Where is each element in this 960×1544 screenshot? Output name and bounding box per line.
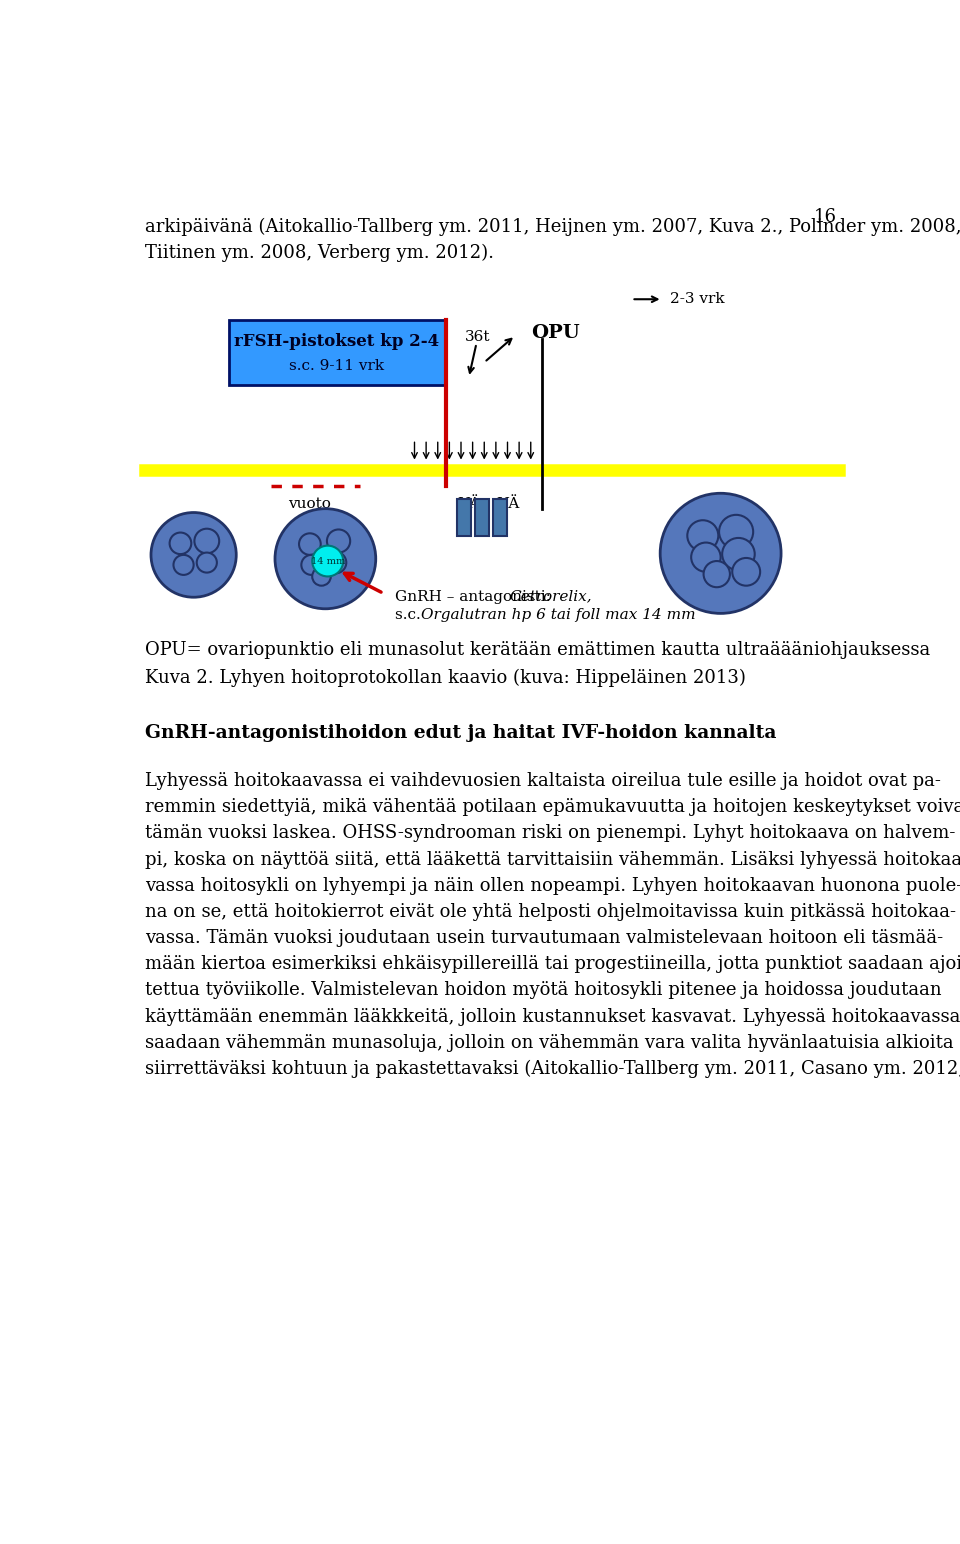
Text: Lyhyessä hoitokaavassa ei vaihdevuosien kaltaista oireilua tule esille ja hoidot: Lyhyessä hoitokaavassa ei vaihdevuosien … [145, 772, 941, 791]
Bar [457, 499, 471, 536]
Text: remmin siedettyiä, mikä vähentää potilaan epämukavuutta ja hoitojen keskeytykset: remmin siedettyiä, mikä vähentää potilaa… [145, 798, 960, 817]
Text: tämän vuoksi laskea. OHSS-syndrooman riski on pienempi. Lyhyt hoitokaava on halv: tämän vuoksi laskea. OHSS-syndrooman ris… [145, 824, 955, 843]
Circle shape [275, 508, 375, 608]
Bar [475, 499, 489, 536]
Text: GnRH-antagonistihoidon edut ja haitat IVF-hoidon kannalta: GnRH-antagonistihoidon edut ja haitat IV… [145, 724, 777, 743]
Text: vassa. Tämän vuoksi joudutaan usein turvautumaan valmistelevaan hoitoon eli täsm: vassa. Tämän vuoksi joudutaan usein turv… [145, 929, 943, 946]
Text: mään kiertoa esimerkiksi ehkäisypillereillä tai progestiineilla, jotta punktiot : mään kiertoa esimerkiksi ehkäisypillerei… [145, 956, 960, 973]
Text: s.c.: s.c. [396, 608, 425, 622]
Text: UÄ: UÄ [495, 497, 519, 511]
Circle shape [301, 554, 322, 574]
Circle shape [324, 551, 347, 573]
Circle shape [299, 533, 321, 554]
Text: pi, koska on näyttöä siitä, että lääkettä tarvittaisiin vähemmän. Lisäksi lyhyes: pi, koska on näyttöä siitä, että lääkett… [145, 851, 960, 869]
Text: GnRH – antagonisti:: GnRH – antagonisti: [396, 590, 556, 604]
Text: 36t: 36t [465, 330, 491, 344]
Text: OPU: OPU [531, 324, 580, 341]
Circle shape [174, 554, 194, 574]
Circle shape [312, 567, 331, 585]
Text: vuoto: vuoto [288, 497, 331, 511]
Circle shape [687, 520, 718, 551]
Circle shape [704, 560, 730, 587]
Circle shape [312, 545, 344, 576]
Text: siirrettäväksi kohtuun ja pakastettavaksi (Aitokallio-Tallberg ym. 2011, Casano : siirrettäväksi kohtuun ja pakastettavaks… [145, 1061, 960, 1078]
Text: Orgalutran hp 6 tai foll max 14 mm: Orgalutran hp 6 tai foll max 14 mm [420, 608, 695, 622]
Circle shape [732, 557, 760, 585]
Text: käyttämään enemmän lääkkkeitä, jolloin kustannukset kasvavat. Lyhyessä hoitokaav: käyttämään enemmän lääkkkeitä, jolloin k… [145, 1008, 960, 1025]
Bar [492, 499, 507, 536]
Circle shape [151, 513, 236, 598]
Text: rFSH-pistokset kp 2-4: rFSH-pistokset kp 2-4 [234, 334, 440, 350]
Circle shape [197, 553, 217, 573]
Text: 14 mm: 14 mm [310, 556, 345, 565]
Text: 16: 16 [814, 208, 837, 227]
Circle shape [194, 528, 219, 553]
Text: s.c. 9-11 vrk: s.c. 9-11 vrk [289, 360, 385, 374]
Circle shape [170, 533, 191, 554]
Circle shape [719, 514, 754, 548]
Text: vassa hoitosykli on lyhyempi ja näin ollen nopeampi. Lyhyen hoitokaavan huonona : vassa hoitosykli on lyhyempi ja näin oll… [145, 877, 960, 894]
Circle shape [327, 530, 350, 553]
Text: 2-3 vrk: 2-3 vrk [670, 292, 725, 306]
Text: OPU= ovariopunktio eli munasolut kerätään emättimen kautta ultraäääniohjauksessa: OPU= ovariopunktio eli munasolut kerätää… [145, 641, 930, 659]
Text: arkipäivänä (Aitokallio-Tallberg ym. 2011, Heijnen ym. 2007, Kuva 2., Polinder y: arkipäivänä (Aitokallio-Tallberg ym. 201… [145, 218, 960, 236]
Text: tettua työviikolle. Valmistelevan hoidon myötä hoitosykli pitenee ja hoidossa jo: tettua työviikolle. Valmistelevan hoidon… [145, 982, 942, 999]
Text: Cetrorelix,: Cetrorelix, [510, 590, 592, 604]
Bar [228, 320, 445, 386]
Text: UÄ: UÄ [457, 497, 480, 511]
Circle shape [691, 542, 721, 571]
Circle shape [722, 537, 755, 570]
Text: na on se, että hoitokierrot eivät ole yhtä helposti ohjelmoitavissa kuin pitkäss: na on se, että hoitokierrot eivät ole yh… [145, 903, 956, 920]
Text: Tiitinen ym. 2008, Verberg ym. 2012).: Tiitinen ym. 2008, Verberg ym. 2012). [145, 244, 493, 262]
Text: saadaan vähemmän munasoluja, jolloin on vähemmän vara valita hyvänlaatuisia alki: saadaan vähemmän munasoluja, jolloin on … [145, 1034, 953, 1051]
Circle shape [660, 493, 781, 613]
Text: Kuva 2. Lyhyen hoitoprotokollan kaavio (kuva: Hippeläinen 2013): Kuva 2. Lyhyen hoitoprotokollan kaavio (… [145, 669, 746, 687]
